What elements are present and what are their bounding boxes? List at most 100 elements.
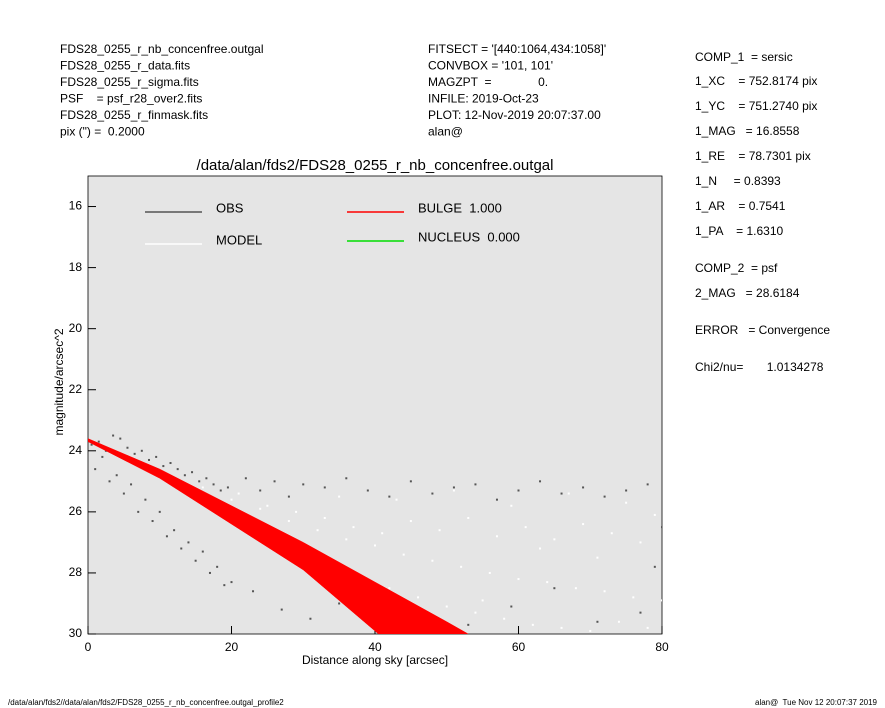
y-tick-label: 20 — [69, 321, 83, 335]
data-point — [244, 477, 247, 480]
data-point — [226, 486, 229, 489]
data-point — [316, 529, 319, 532]
data-point — [147, 458, 150, 461]
chart-title: /data/alan/fds2/FDS28_0255_r_nb_concenfr… — [197, 157, 554, 174]
data-point — [252, 590, 255, 593]
x-tick-label: 40 — [368, 640, 382, 654]
x-tick-label: 0 — [85, 640, 92, 654]
header-line: FDS28_0255_r_sigma.fits — [60, 75, 199, 89]
header-line: FDS28_0255_r_finmask.fits — [60, 108, 208, 122]
header-line: INFILE: 2019-Oct-23 — [428, 92, 539, 106]
data-point — [589, 629, 592, 632]
data-point — [395, 498, 398, 501]
data-point — [467, 516, 470, 519]
data-point — [338, 602, 341, 605]
data-point — [345, 477, 348, 480]
data-point — [302, 483, 305, 486]
info-line: 1_AR = 0.7541 — [695, 199, 786, 213]
data-point — [625, 489, 628, 492]
data-point — [101, 455, 104, 458]
data-point — [323, 486, 326, 489]
data-point — [452, 489, 455, 492]
data-point — [646, 483, 649, 486]
data-point — [323, 516, 326, 519]
data-point — [108, 480, 111, 483]
data-point — [388, 495, 391, 498]
data-point — [388, 587, 391, 590]
header-line: pix (") = 0.2000 — [60, 125, 145, 139]
header-line: PSF = psf_r28_over2.fits — [60, 92, 202, 106]
footer-left: /data/alan/fds2//data/alan/fds2/FDS28_02… — [8, 698, 284, 707]
data-point — [409, 520, 412, 523]
data-point — [474, 483, 477, 486]
legend-label: MODEL — [216, 232, 262, 247]
x-axis-label: Distance along sky [arcsec] — [302, 653, 448, 667]
data-point — [169, 462, 172, 465]
data-point — [194, 559, 197, 562]
data-point — [646, 626, 649, 629]
data-point — [596, 556, 599, 559]
header-line: FDS28_0255_r_nb_concenfree.outgal — [60, 42, 263, 56]
data-point — [173, 529, 176, 532]
data-point — [481, 599, 484, 602]
data-point — [567, 492, 570, 495]
data-point — [517, 489, 520, 492]
data-point — [539, 547, 542, 550]
y-tick-label: 16 — [69, 199, 83, 213]
info-line: Chi2/nu= 1.0134278 — [695, 360, 824, 374]
data-point — [187, 541, 190, 544]
data-point — [381, 532, 384, 535]
plot-area — [88, 434, 662, 634]
data-point — [90, 443, 93, 446]
data-point — [625, 501, 628, 504]
data-point — [122, 492, 125, 495]
info-line: 1_MAG = 16.8558 — [695, 124, 800, 138]
y-tick-label: 30 — [69, 626, 83, 640]
info-line: ERROR = Convergence — [695, 323, 830, 337]
data-point — [374, 544, 376, 547]
data-point — [201, 550, 204, 553]
data-point — [495, 535, 498, 538]
data-point — [338, 495, 341, 498]
header-line: alan@ — [428, 125, 463, 139]
info-line: 1_XC = 752.8174 pix — [695, 74, 817, 88]
data-point — [155, 455, 158, 458]
data-point — [295, 510, 298, 513]
data-point — [603, 495, 606, 498]
data-point — [639, 611, 642, 614]
data-point — [112, 434, 115, 437]
data-point — [560, 492, 563, 495]
data-point — [144, 498, 147, 501]
data-point — [617, 620, 620, 623]
data-point — [309, 617, 312, 620]
data-point — [402, 553, 405, 556]
y-tick-label: 18 — [69, 260, 83, 274]
data-point — [191, 471, 194, 474]
data-point — [198, 480, 201, 483]
info-line: 2_MAG = 28.6184 — [695, 286, 800, 300]
data-point — [546, 581, 549, 584]
header-line: CONVBOX = '101, 101' — [428, 59, 553, 73]
data-point — [216, 565, 219, 568]
model-band — [88, 438, 469, 634]
data-point — [287, 520, 290, 523]
plot-background — [87, 175, 663, 635]
data-point — [115, 474, 118, 477]
data-point — [596, 620, 599, 623]
legend-label: BULGE 1.000 — [418, 200, 502, 215]
data-point — [560, 626, 563, 629]
data-point — [531, 623, 534, 626]
header-left: FDS28_0255_r_nb_concenfree.outgal FDS28_0… — [60, 42, 263, 139]
x-tick-label: 60 — [512, 640, 526, 654]
data-point — [553, 587, 556, 590]
data-point — [259, 489, 262, 492]
info-line: 1_YC = 751.2740 pix — [695, 99, 817, 113]
data-point — [653, 513, 656, 516]
data-point — [653, 565, 656, 568]
data-point — [366, 489, 369, 492]
y-tick-label: 24 — [69, 443, 83, 457]
data-point — [205, 477, 208, 480]
header-line: FDS28_0255_r_data.fits — [60, 59, 190, 73]
info-line: 1_RE = 78.7301 pix — [695, 149, 811, 163]
data-point — [417, 596, 420, 599]
